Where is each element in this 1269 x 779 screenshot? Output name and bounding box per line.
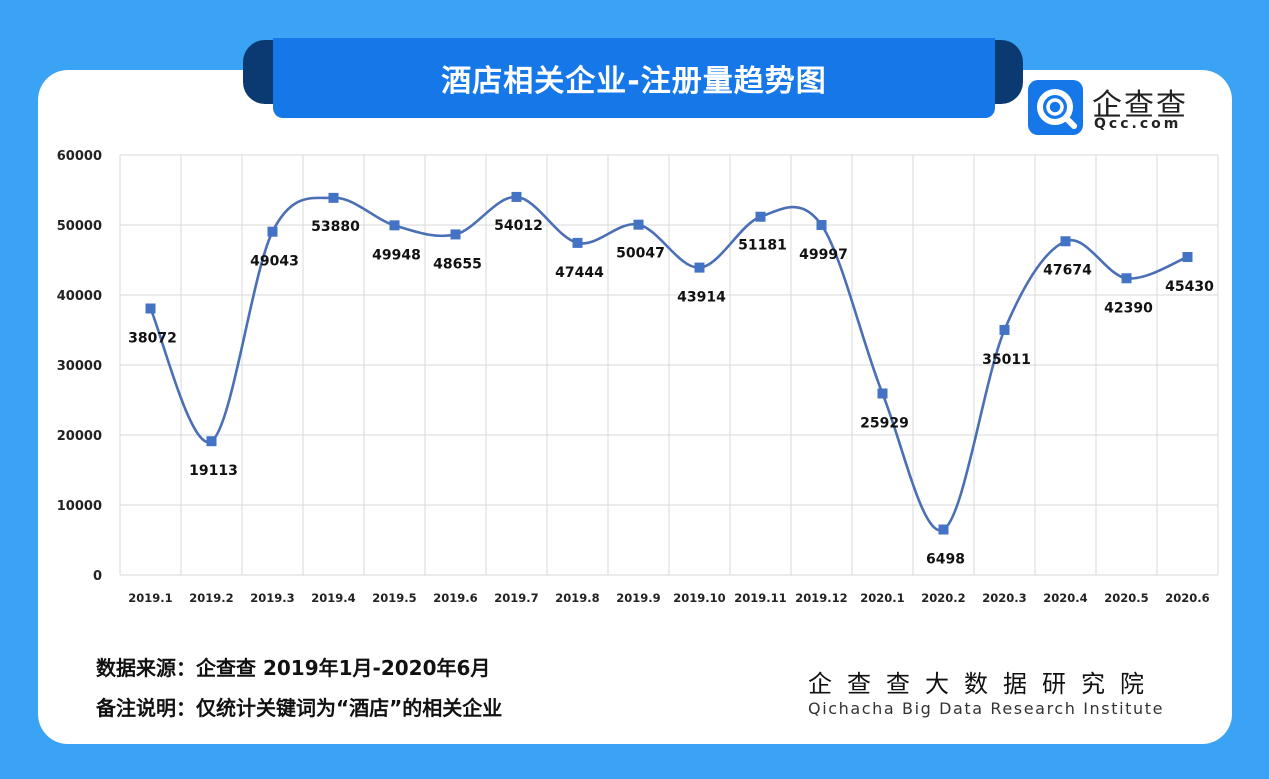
- data-label: 47674: [1043, 262, 1092, 278]
- y-tick-label: 10000: [57, 499, 102, 514]
- data-point-marker: [694, 262, 705, 273]
- data-point-marker: [206, 436, 217, 447]
- data-point-marker: [389, 220, 400, 231]
- x-axis-ticks: 2019.1 2019.2 2019.3 2019.4 2019.5 2019.6 2019…: [128, 591, 1209, 605]
- data-point-marker: [145, 303, 156, 314]
- qcc-magnifier-icon: [1028, 80, 1083, 135]
- x-tick-label: 2019.4: [311, 591, 355, 605]
- data-label: 42390: [1104, 300, 1153, 316]
- x-tick-label: 2020.5: [1104, 591, 1148, 605]
- chart-grid: [119, 154, 1219, 576]
- data-label: 48655: [433, 256, 482, 272]
- data-label: 6498: [926, 552, 965, 568]
- data-label: 49948: [372, 247, 421, 263]
- x-tick-label: 2019.7: [494, 591, 538, 605]
- data-point-marker: [1060, 236, 1071, 247]
- data-source-note: 数据来源：企查查 2019年1月-2020年6月: [96, 656, 491, 680]
- x-tick-label: 2019.11: [734, 591, 786, 605]
- data-label: 19113: [189, 463, 238, 479]
- data-point-marker: [511, 191, 522, 202]
- data-point-marker: [1121, 273, 1132, 284]
- data-label: 35011: [982, 352, 1031, 368]
- y-tick-label: 0: [93, 569, 102, 584]
- data-label: 25929: [860, 415, 909, 431]
- logo-name-cn: 企查查: [1092, 88, 1188, 123]
- data-label: 43914: [677, 290, 726, 306]
- brand-name-en: Qichacha Big Data Research Institute: [808, 699, 1165, 718]
- data-point-marker: [572, 237, 583, 248]
- data-point-marker: [816, 220, 827, 231]
- logo-name-en: Qcc.com: [1094, 116, 1182, 132]
- data-label: 54012: [494, 218, 543, 234]
- remark-note: 备注说明：仅统计关键词为“酒店”的相关企业: [96, 696, 503, 720]
- data-point-marker: [633, 219, 644, 230]
- data-label: 38072: [128, 330, 177, 346]
- data-label: 49997: [799, 247, 848, 263]
- data-label: 47444: [555, 265, 604, 281]
- data-labels: 38072 19113 49043 53880 49948 48655 54012 47444…: [128, 218, 1214, 568]
- x-tick-label: 2019.5: [372, 591, 416, 605]
- data-point-marker: [755, 211, 766, 222]
- x-tick-label: 2019.12: [795, 591, 847, 605]
- y-tick-label: 40000: [57, 289, 102, 304]
- data-point-marker: [328, 192, 339, 203]
- y-tick-label: 20000: [57, 429, 102, 444]
- y-tick-label: 30000: [57, 359, 102, 374]
- data-point-marker: [938, 524, 949, 535]
- title-bar: 酒店相关企业-注册量趋势图: [273, 38, 995, 118]
- x-tick-label: 2019.2: [189, 591, 233, 605]
- data-label: 51181: [738, 238, 787, 254]
- x-tick-label: 2019.3: [250, 591, 294, 605]
- data-point-marker: [877, 388, 888, 399]
- data-label: 50047: [616, 246, 665, 262]
- data-label: 53880: [311, 219, 360, 235]
- y-tick-label: 60000: [57, 149, 102, 164]
- x-tick-label: 2019.10: [673, 591, 725, 605]
- y-axis-ticks: 0 10000 20000 30000 40000 50000 60000: [57, 149, 102, 584]
- x-tick-label: 2020.3: [982, 591, 1026, 605]
- data-point-marker: [450, 229, 461, 240]
- x-tick-label: 2019.8: [555, 591, 599, 605]
- page-title: 酒店相关企业-注册量趋势图: [441, 64, 827, 99]
- logo: 企查查 Qcc.com: [1028, 80, 1208, 136]
- x-tick-label: 2020.1: [860, 591, 904, 605]
- data-point-marker: [999, 324, 1010, 335]
- data-point-marker: [1182, 251, 1193, 262]
- x-tick-label: 2019.9: [616, 591, 660, 605]
- x-tick-label: 2019.1: [128, 591, 172, 605]
- data-label: 45430: [1165, 279, 1214, 295]
- x-tick-label: 2020.2: [921, 591, 965, 605]
- x-tick-label: 2019.6: [433, 591, 477, 605]
- x-tick-label: 2020.4: [1043, 591, 1087, 605]
- data-label: 49043: [250, 254, 299, 270]
- data-point-marker: [267, 226, 278, 237]
- y-tick-label: 50000: [57, 219, 102, 234]
- x-tick-label: 2020.6: [1165, 591, 1209, 605]
- series-markers: [145, 191, 1193, 535]
- chart-card: [38, 70, 1232, 744]
- brand-name-cn: 企查查大数据研究院: [808, 670, 1159, 698]
